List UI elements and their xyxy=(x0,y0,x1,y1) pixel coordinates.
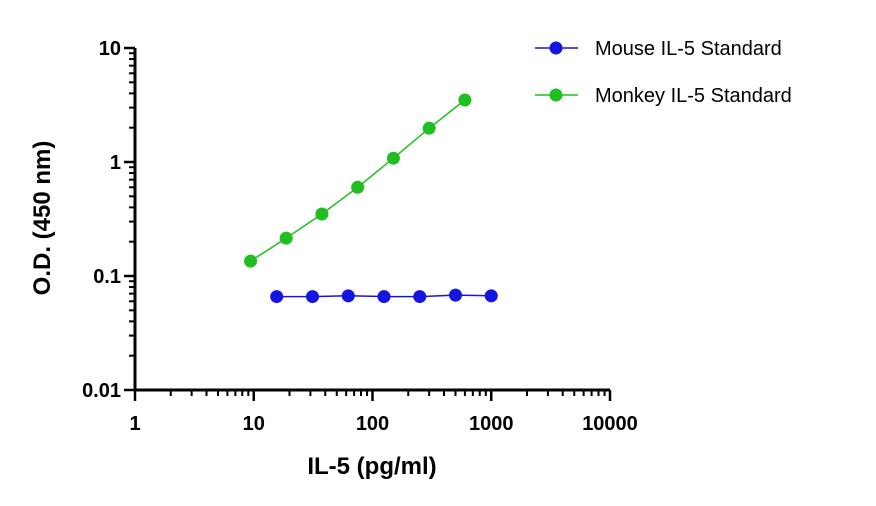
data-point xyxy=(341,289,355,303)
y-tick-label: 10 xyxy=(99,38,121,60)
x-tick-label: 10000 xyxy=(582,413,638,435)
legend-swatch-marker xyxy=(549,88,563,102)
data-point xyxy=(351,180,365,194)
data-point xyxy=(422,121,436,135)
series-1 xyxy=(270,288,498,304)
data-point xyxy=(377,290,391,304)
legend-swatch-marker xyxy=(549,41,563,55)
data-point xyxy=(458,93,472,107)
data-point xyxy=(315,207,329,221)
data-point xyxy=(270,290,284,304)
series-layer xyxy=(244,93,498,304)
y-tick-label: 0.1 xyxy=(93,266,121,288)
legend-item: Monkey IL-5 Standard xyxy=(535,85,792,107)
y-axis-title: O.D. (450 nm) xyxy=(29,141,56,296)
legend-item: Mouse IL-5 Standard xyxy=(535,38,782,60)
x-axis-title: IL-5 (pg/ml) xyxy=(307,453,436,480)
x-tick-label: 100 xyxy=(356,413,389,435)
data-point xyxy=(386,151,400,165)
data-point xyxy=(413,290,427,304)
series-2 xyxy=(244,93,472,268)
x-tick-label: 10 xyxy=(243,413,265,435)
y-tick-label: 0.01 xyxy=(82,380,121,402)
x-tick-label: 1 xyxy=(129,413,140,435)
data-point xyxy=(244,254,258,268)
legend-label: Mouse IL-5 Standard xyxy=(595,38,782,60)
data-point xyxy=(279,231,293,245)
data-point xyxy=(484,289,498,303)
y-tick-label: 1 xyxy=(110,152,121,174)
legend-label: Monkey IL-5 Standard xyxy=(595,85,792,107)
data-point xyxy=(449,288,463,302)
x-tick-label: 1000 xyxy=(469,413,514,435)
legend: Mouse IL-5 Standard Monkey IL-5 Standard xyxy=(535,38,792,107)
data-point xyxy=(306,290,320,304)
axes: 1 10 100 1000 10000 0.01 0.1 1 10 xyxy=(82,38,638,435)
